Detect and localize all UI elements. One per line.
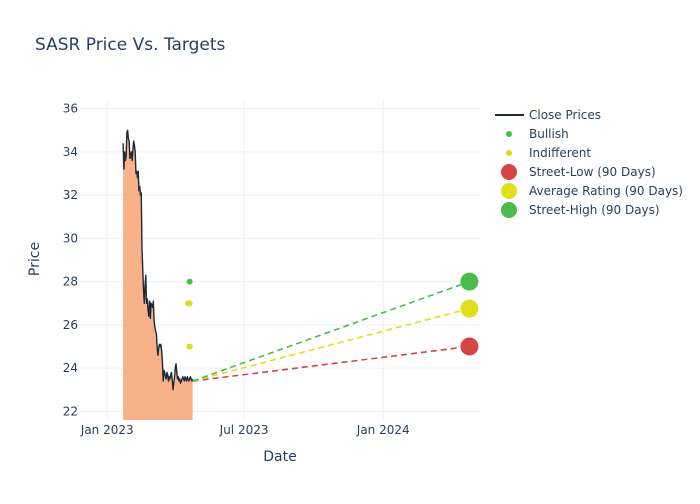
y-tick-label: 22 xyxy=(63,404,78,418)
x-tick-label: Jul 2023 xyxy=(219,423,269,437)
legend: Close Prices Bullish Indifferent Street-Low… xyxy=(495,108,683,218)
y-tick-label: 28 xyxy=(63,275,78,289)
y-axis-label: Price xyxy=(27,242,43,276)
legend-label: Indifferent xyxy=(529,146,591,160)
rating-layer xyxy=(185,278,193,350)
y-tick-label: 26 xyxy=(63,318,78,332)
target-marker xyxy=(460,272,479,291)
y-tick-label: 30 xyxy=(63,231,78,245)
legend-swatch xyxy=(501,183,517,199)
y-tick-label: 34 xyxy=(63,145,78,159)
legend-swatch xyxy=(501,202,517,218)
chart-title: SASR Price Vs. Targets xyxy=(35,35,226,55)
target-marker xyxy=(460,299,479,318)
target-trend-line xyxy=(192,345,470,382)
legend-swatch xyxy=(501,164,517,180)
x-axis-label: Date xyxy=(263,449,296,465)
close-price-line xyxy=(122,129,194,391)
legend-label: Street-High (90 Days) xyxy=(529,203,660,217)
rating-point xyxy=(186,278,193,285)
y-tick-label: 36 xyxy=(63,102,78,116)
line-layer xyxy=(122,129,194,391)
legend-swatch xyxy=(506,131,512,137)
target-trend-line xyxy=(192,307,470,382)
target-trend-line xyxy=(192,280,470,382)
legend-label: Bullish xyxy=(529,127,569,141)
close-price-area xyxy=(123,130,193,420)
legend-label: Average Rating (90 Days) xyxy=(529,184,683,198)
legend-label: Street-Low (90 Days) xyxy=(529,165,656,179)
area-layer xyxy=(123,130,193,420)
target-marker xyxy=(460,337,479,356)
target-layer xyxy=(192,272,479,382)
rating-point xyxy=(186,343,193,350)
y-tick-label: 24 xyxy=(63,361,78,375)
x-tick-label: Jan 2023 xyxy=(80,423,134,437)
y-tick-label: 32 xyxy=(63,188,78,202)
legend-swatch xyxy=(506,150,512,156)
x-tick-label: Jan 2024 xyxy=(356,423,410,437)
legend-label: Close Prices xyxy=(529,108,601,122)
rating-point xyxy=(186,300,193,307)
tick-layer: 22 24 26 28 30 32 34 36 Jan 2023 Jul 2023 Jan 2024 xyxy=(63,102,410,437)
